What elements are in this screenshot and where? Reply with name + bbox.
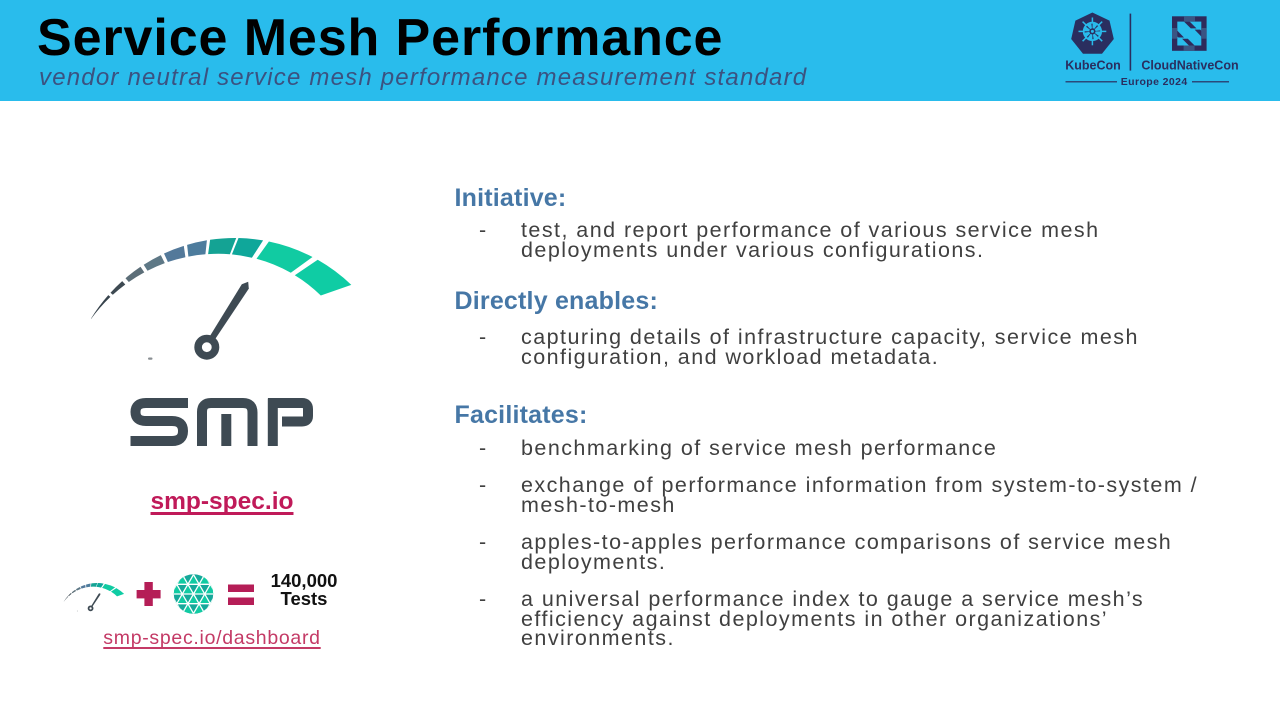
svg-text:KubeCon: KubeCon: [1065, 59, 1121, 73]
svg-text:CloudNativeCon: CloudNativeCon: [1141, 59, 1238, 73]
svg-text:Europe 2024: Europe 2024: [1121, 76, 1188, 88]
